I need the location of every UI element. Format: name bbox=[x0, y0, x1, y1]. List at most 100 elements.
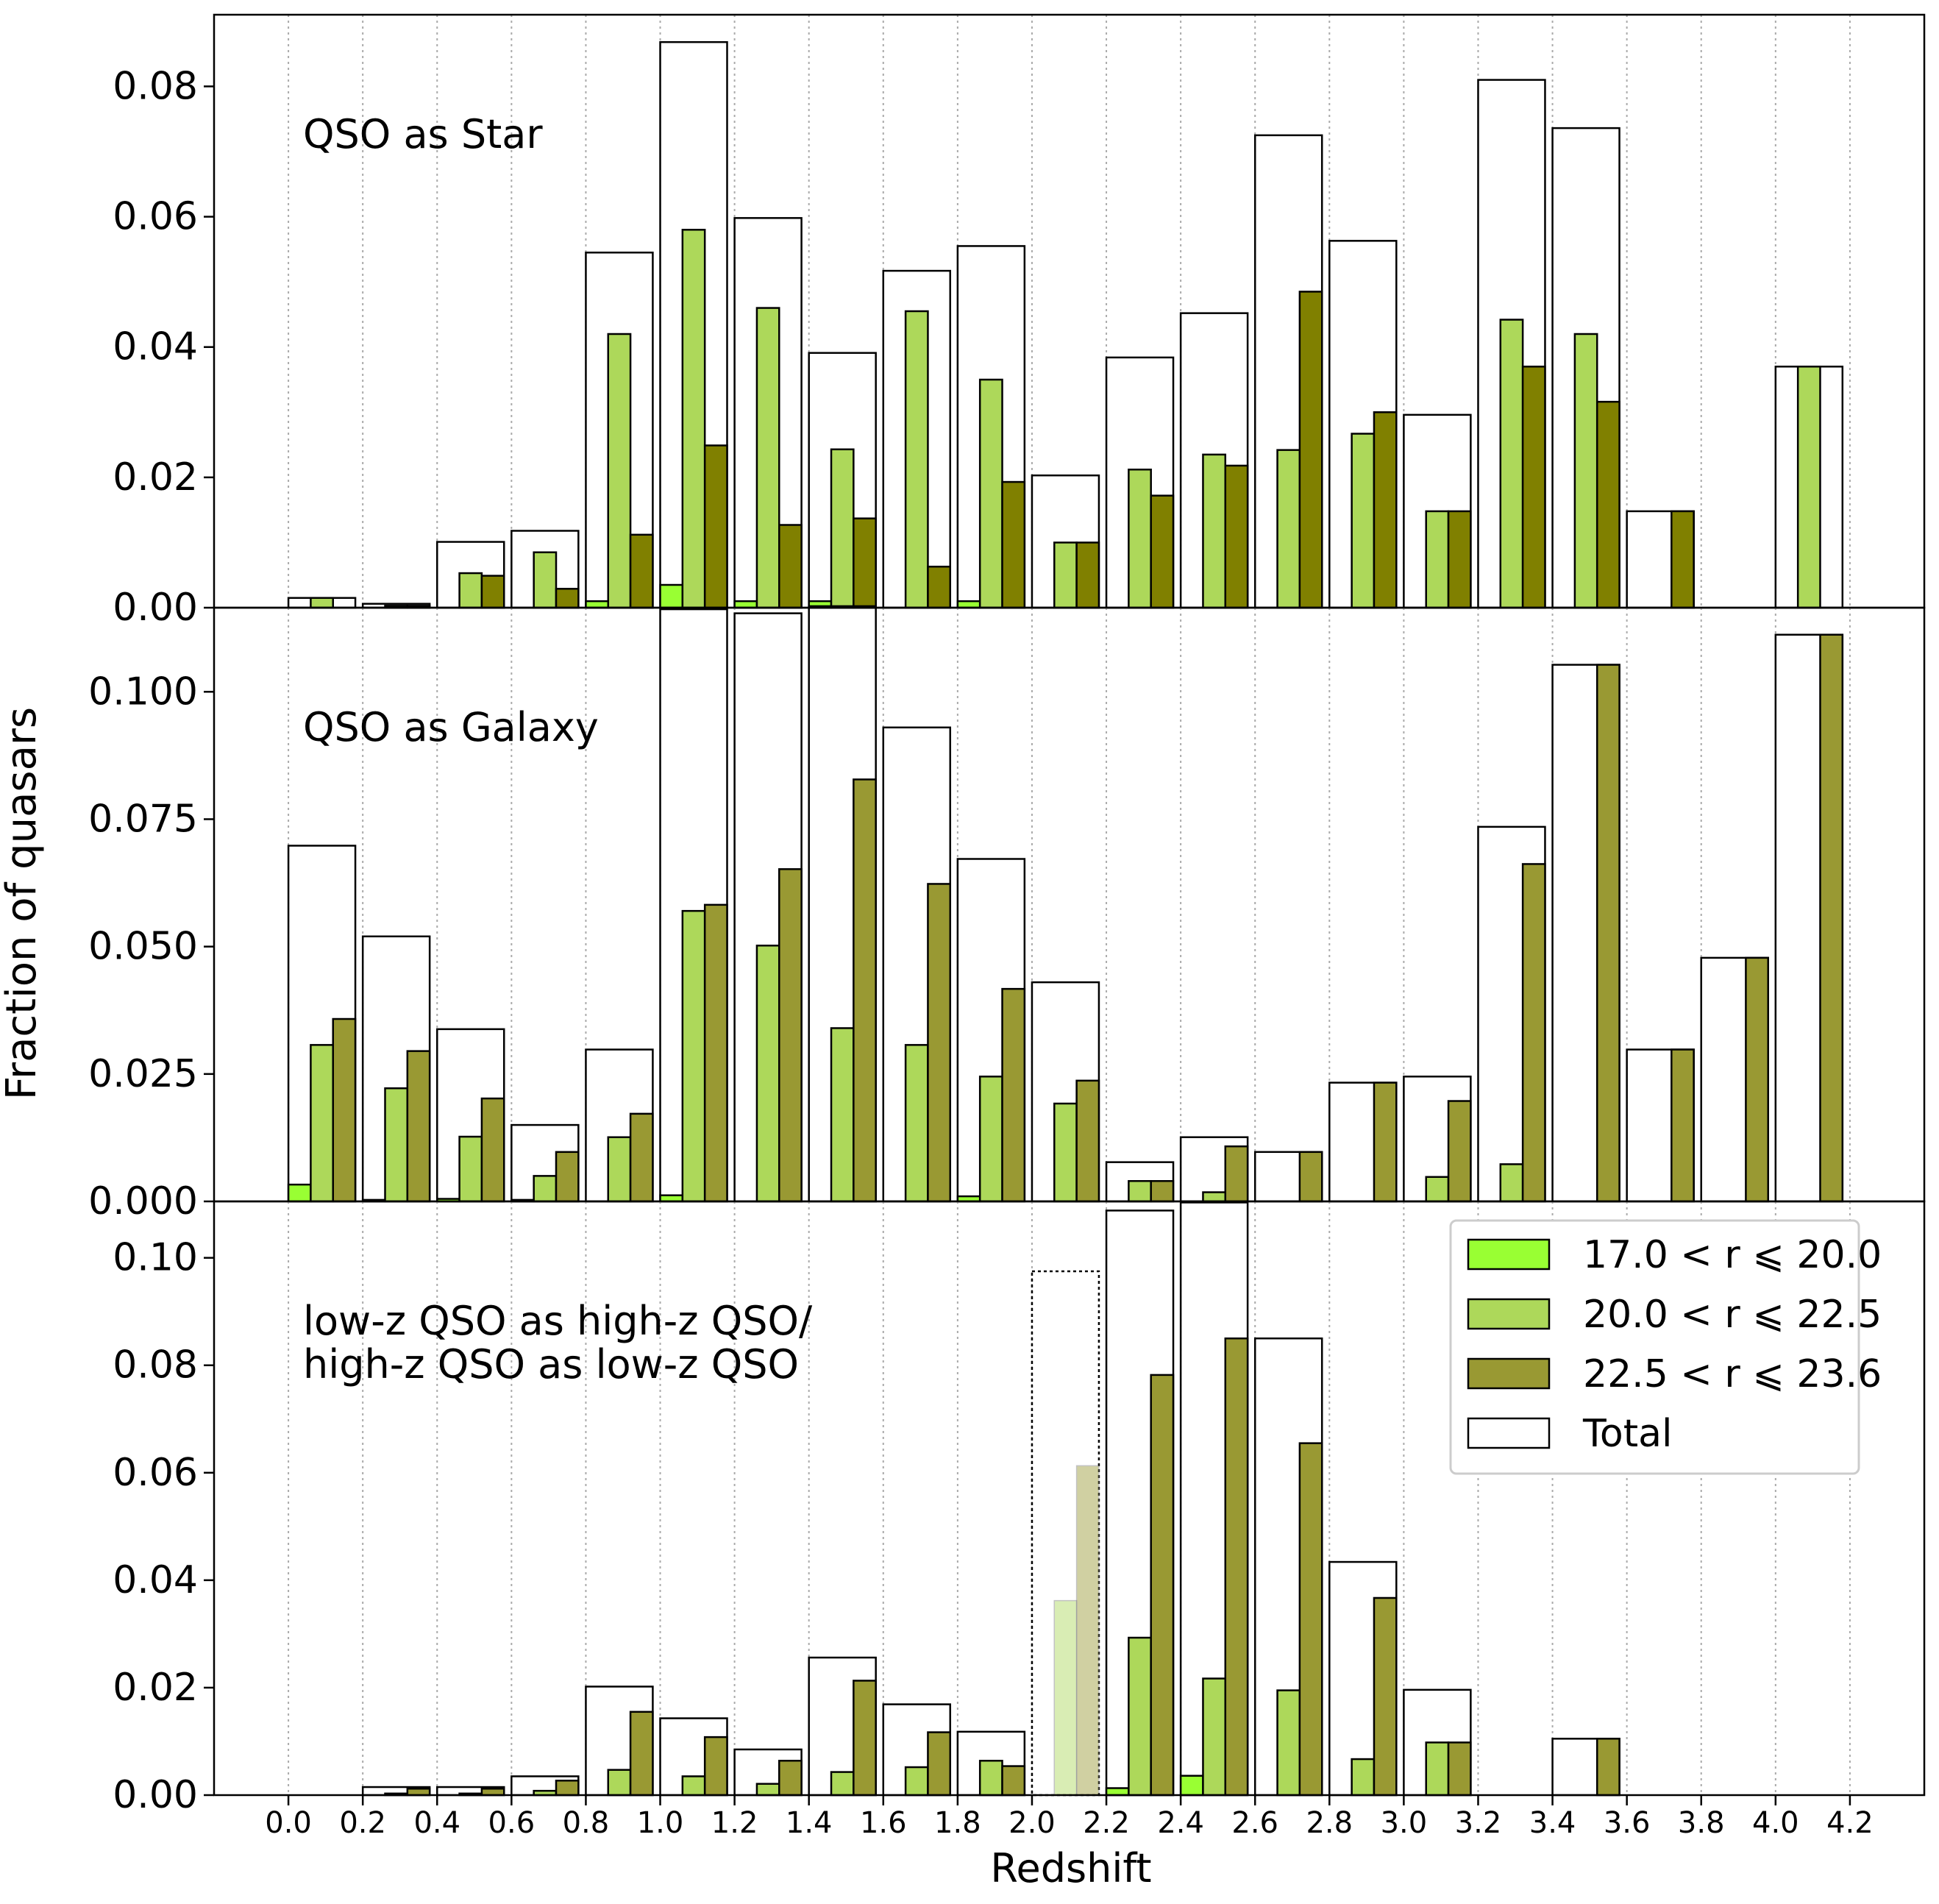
x-tick-label: 3.8 bbox=[1678, 1806, 1725, 1840]
bar-series-2 bbox=[310, 1044, 334, 1203]
bar-series-2 bbox=[755, 307, 780, 609]
legend-label-0: 17.0 < r ⩽ 20.0 bbox=[1583, 1233, 1882, 1277]
x-tick-label: 3.0 bbox=[1381, 1806, 1428, 1840]
bar-series-3 bbox=[1298, 1151, 1323, 1203]
bar-series-3 bbox=[1373, 411, 1398, 609]
bar-series-3 bbox=[1150, 1180, 1175, 1203]
bar-series-2 bbox=[1276, 1689, 1301, 1797]
bar-series-3 bbox=[1224, 1337, 1249, 1797]
x-axis-label: Redshift bbox=[990, 1845, 1151, 1891]
bar-series-3 bbox=[1745, 956, 1769, 1203]
bar-series-3 bbox=[480, 575, 505, 609]
bar-series-3 bbox=[927, 883, 952, 1203]
bar-series-3 bbox=[1671, 1048, 1695, 1203]
bar-series-3 bbox=[629, 1711, 654, 1797]
y-axis-label: Fraction of quasars bbox=[0, 707, 46, 1100]
bar-series-2 bbox=[458, 1135, 483, 1203]
bar-series-3 bbox=[406, 1787, 431, 1797]
y-tick-label: 0.10 bbox=[113, 1236, 198, 1280]
bar-series-1 bbox=[956, 600, 981, 609]
bar-series-2 bbox=[1499, 1163, 1524, 1203]
bar-series-3 bbox=[406, 1050, 431, 1203]
bar-series-2 bbox=[1128, 468, 1152, 609]
x-tick-label: 1.4 bbox=[786, 1806, 833, 1840]
legend: 17.0 < r ⩽ 20.0 20.0 < r ⩽ 22.5 22.5 < r ⩽… bbox=[1449, 1219, 1882, 1475]
bar-series-3 bbox=[1150, 1374, 1175, 1797]
bar-series-3 bbox=[853, 778, 877, 1203]
panel-lowz-highz: 0.00 0.02 0.04 0.06 0.08 0.10 low-z QSO as hig… bbox=[113, 1200, 1926, 1817]
bar-series-2 bbox=[755, 945, 780, 1203]
bar-series-3 bbox=[778, 524, 803, 609]
bar-series-3 bbox=[703, 444, 728, 609]
legend-label-1: 20.0 < r ⩽ 22.5 bbox=[1583, 1293, 1882, 1337]
bar-series-2 bbox=[1128, 1180, 1152, 1203]
y-tick-label: 0.075 bbox=[88, 797, 198, 841]
x-tick-label: 1.6 bbox=[860, 1806, 907, 1840]
bar-series-2 bbox=[1202, 1191, 1227, 1203]
legend-label-3: Total bbox=[1582, 1412, 1672, 1456]
bar-series-3 bbox=[1521, 366, 1546, 609]
bar-series-3 bbox=[1595, 664, 1620, 1203]
bar-series-2 bbox=[1425, 510, 1450, 609]
x-axis-ticks: 0.0 0.2 0.4 0.6 0.8 1.0 1.2 1.4 1.6 1.8 2.0 2.2 2.4 2… bbox=[265, 1795, 1874, 1840]
bar-series-3 bbox=[703, 1736, 728, 1797]
bar-series-3 bbox=[1595, 1738, 1620, 1797]
bar-series-1 bbox=[1105, 1787, 1130, 1797]
bar-series-3 bbox=[555, 588, 580, 609]
legend-frame bbox=[1449, 1219, 1860, 1475]
panel-frame bbox=[213, 1200, 1926, 1797]
bar-series-2 bbox=[1425, 1176, 1450, 1203]
bar-series-3 bbox=[555, 1151, 580, 1203]
bar-series-3 bbox=[1373, 1596, 1398, 1797]
bar-series-2 bbox=[904, 310, 929, 609]
bar-series-3 bbox=[1001, 480, 1026, 609]
legend-swatch-1 bbox=[1467, 1298, 1551, 1330]
bar-series-3 bbox=[629, 1112, 654, 1203]
bar-series-2 bbox=[830, 1027, 855, 1203]
bar-series-1 bbox=[733, 600, 758, 609]
legend-swatch-2 bbox=[1467, 1357, 1551, 1390]
bar-series-2 bbox=[1276, 449, 1301, 609]
bar-series-3 bbox=[1298, 1442, 1323, 1797]
bar-series-2 bbox=[681, 1775, 706, 1797]
bar-series-2 bbox=[830, 448, 855, 609]
bar-series-2 bbox=[1053, 1599, 1078, 1796]
bar-series-1 bbox=[1179, 1775, 1204, 1797]
bar-series-2 bbox=[978, 1760, 1003, 1797]
y-tick-label: 0.02 bbox=[113, 455, 198, 500]
bar-series-3 bbox=[703, 903, 728, 1203]
bar-series-2 bbox=[978, 1076, 1003, 1203]
bar-series-3 bbox=[1521, 863, 1546, 1203]
bar-series-2 bbox=[755, 1783, 780, 1797]
bar-series-3 bbox=[1075, 1079, 1100, 1203]
bar-series-2 bbox=[681, 909, 706, 1203]
bar-series-3 bbox=[778, 868, 803, 1203]
bar-series-3 bbox=[1001, 987, 1026, 1203]
y-tick-label: 0.08 bbox=[113, 1343, 198, 1388]
x-tick-label: 2.4 bbox=[1157, 1806, 1204, 1840]
bar-series-2 bbox=[1128, 1636, 1152, 1797]
legend-label-2: 22.5 < r ⩽ 23.6 bbox=[1583, 1352, 1882, 1396]
y-tick-label: 0.02 bbox=[113, 1666, 198, 1710]
bar-series-2 bbox=[904, 1766, 929, 1797]
bar-series-2 bbox=[1202, 1677, 1227, 1797]
x-tick-label: 2.8 bbox=[1306, 1806, 1353, 1840]
bar-series-2 bbox=[458, 572, 483, 609]
bar-series-3 bbox=[853, 517, 877, 609]
bar-series-3 bbox=[1447, 1741, 1472, 1797]
y-tick-label: 0.000 bbox=[88, 1179, 198, 1223]
x-tick-label: 1.2 bbox=[711, 1806, 758, 1840]
x-tick-label: 0.2 bbox=[339, 1806, 386, 1840]
bar-series-3 bbox=[1671, 510, 1695, 609]
bar-series-3 bbox=[1447, 1100, 1472, 1203]
y-tick-label: 0.04 bbox=[113, 325, 198, 369]
x-tick-label: 2.6 bbox=[1231, 1806, 1278, 1840]
x-tick-label: 4.2 bbox=[1826, 1806, 1874, 1840]
bar-series-2 bbox=[310, 597, 334, 609]
bar-series-3 bbox=[1224, 464, 1249, 609]
bar-series-2 bbox=[1425, 1741, 1450, 1797]
bar-series-3 bbox=[927, 1731, 952, 1797]
x-tick-label: 1.8 bbox=[934, 1806, 981, 1840]
bar-series-3 bbox=[1373, 1081, 1398, 1203]
